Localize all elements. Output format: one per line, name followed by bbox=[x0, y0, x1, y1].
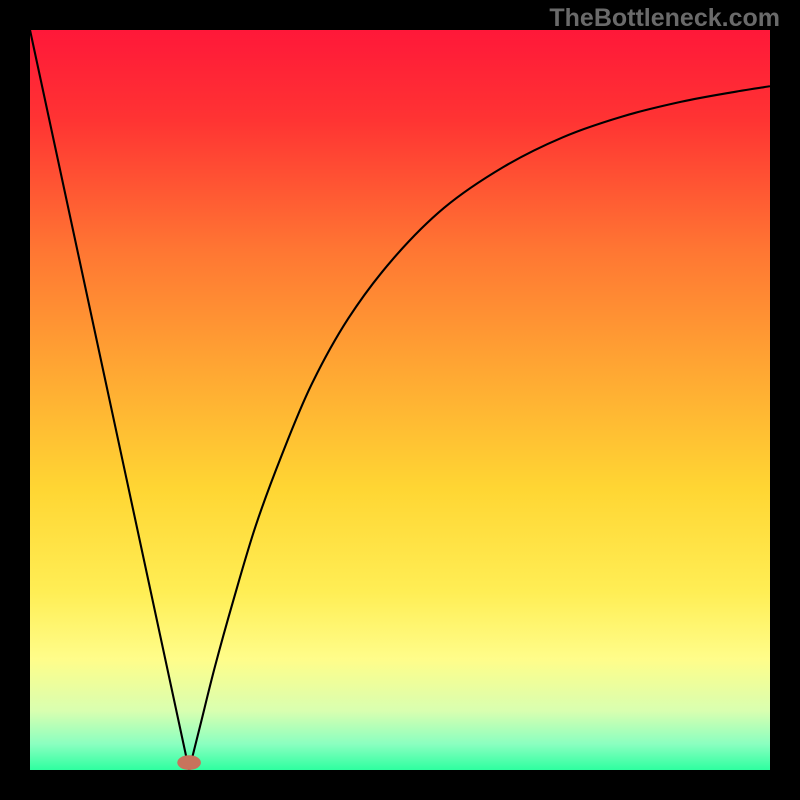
chart-frame: TheBottleneck.com bbox=[0, 0, 800, 800]
minimum-marker bbox=[177, 755, 201, 770]
curve-layer bbox=[30, 30, 770, 770]
watermark-text: TheBottleneck.com bbox=[549, 4, 780, 33]
bottleneck-curve bbox=[30, 30, 770, 770]
plot-area bbox=[30, 30, 770, 770]
